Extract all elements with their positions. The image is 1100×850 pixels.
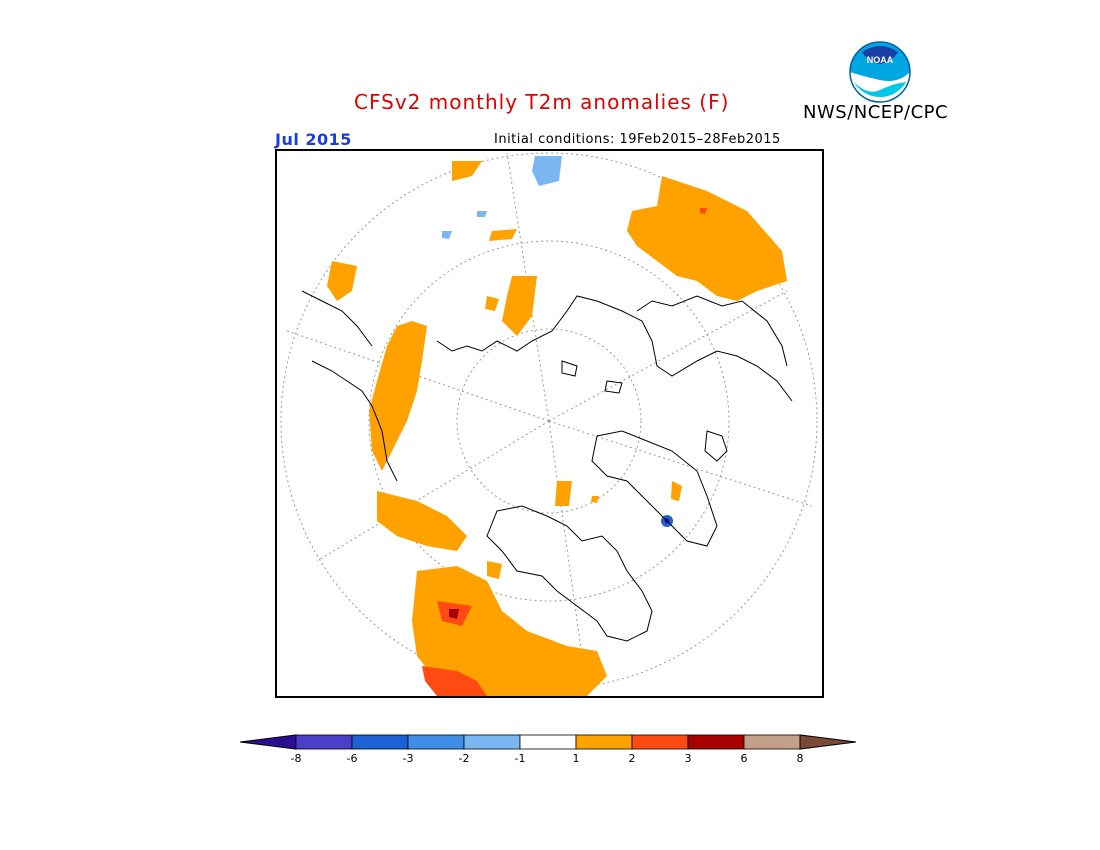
colorbar-tick-label: -8 [290,752,302,765]
colorbar-tick-label: -1 [514,752,526,765]
colorbar-tick-label: -2 [458,752,470,765]
month-label: Jul 2015 [275,130,352,149]
colorbar-box [631,734,689,750]
colorbar-tick-label: 8 [796,752,804,765]
colorbar-tick-label: -6 [346,752,358,765]
organization-label: NWS/NCEP/CPC [803,102,949,123]
noaa-logo-text: NOAA [867,55,894,65]
initial-conditions-label: Initial conditions: 19Feb2015–28Feb2015 [494,132,781,147]
coastlines [301,290,793,642]
colorbar-box [295,734,353,750]
colorbar-tick-label: 2 [628,752,636,765]
colorbar-box [407,734,465,750]
colorbar-box [575,734,633,750]
colorbar-box [351,734,409,750]
colorbar-tick-label: 6 [740,752,748,765]
polar-map-panel [275,149,824,698]
colorbar-tick-label: -3 [402,752,414,765]
colorbar-tick-label: 3 [684,752,692,765]
colorbar-arrow-high [799,734,857,750]
colorbar-box [519,734,577,750]
chart-title: CFSv2 monthly T2m anomalies (F) [354,90,730,114]
noaa-logo: NOAA [849,41,911,103]
polar-stereographic-map [280,152,818,696]
colorbar-box [687,734,745,750]
strong-warm-anomaly-regions [422,208,707,696]
warm-anomaly-regions [327,161,787,696]
colorbar-arrow-low [239,734,297,750]
colorbar-tick-label: 1 [572,752,580,765]
colorbar [239,734,857,750]
colorbar-box [463,734,521,750]
colorbar-box [743,734,801,750]
